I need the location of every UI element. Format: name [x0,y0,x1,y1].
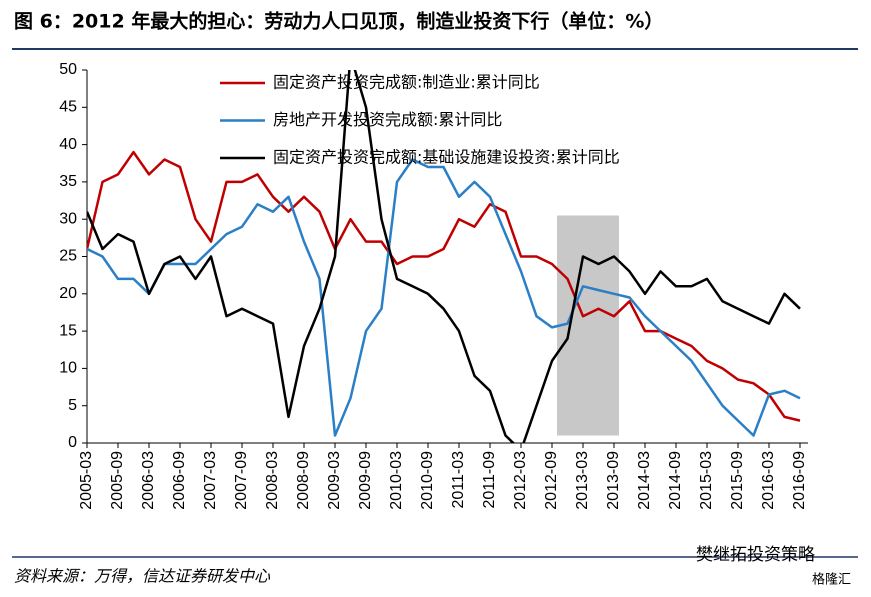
x-tick-label: 2014-03 [636,451,653,510]
y-tick-label: 20 [59,285,77,302]
y-tick-label: 25 [59,248,77,265]
x-tick-label: 2006-03 [140,451,157,510]
x-tick-label: 2005-09 [109,451,126,510]
x-tick-label: 2009-09 [357,451,374,510]
series-line [87,158,801,437]
x-tick-label: 2013-03 [574,451,591,510]
x-tick-label: 2012-09 [543,451,560,510]
x-tick-label: 2015-09 [729,451,746,510]
x-tick-label: 2012-03 [512,451,529,510]
x-tick-label: 2011-03 [450,451,467,509]
x-tick-label: 2016-09 [791,451,808,510]
series-line [87,150,801,422]
source: 资料来源：万得，信达证券研发中心 [14,567,271,586]
x-tick-label: 2008-09 [295,451,312,510]
x-tick-label: 2005-03 [78,451,95,510]
x-tick-label: 2007-09 [233,451,250,510]
x-tick-label: 2010-09 [419,451,436,510]
watermark: 樊继拓投资策略 [696,545,815,565]
y-tick-label: 5 [68,397,77,414]
x-tick-label: 2013-09 [605,451,622,510]
y-tick-label: 45 [59,99,77,116]
x-tick-label: 2007-03 [202,451,219,510]
y-tick-label: 15 [59,322,77,339]
x-tick-label: 2009-03 [326,451,343,510]
y-tick-label: 50 [59,61,77,78]
y-tick-label: 35 [59,173,77,190]
x-tick-label: 2006-09 [171,451,188,510]
series-line [87,70,801,443]
x-tick-label: 2010-03 [388,451,405,510]
y-tick-label: 0 [68,434,77,451]
x-tick-label: 2011-09 [481,451,498,509]
y-tick-label: 40 [59,136,77,153]
highlight-band [557,215,619,436]
y-tick-label: 10 [59,360,77,377]
x-tick-label: 2015-03 [698,451,715,510]
x-tick-label: 2014-09 [667,451,684,510]
legend-label: 固定资产投资完成额:基础设施建设投资:累计同比 [273,148,620,167]
chart-title: 图 6：2012 年最大的担心：劳动力人口见顶，制造业投资下行（单位：%） [14,10,663,33]
legend-label: 固定资产投资完成额:制造业:累计同比 [273,73,540,92]
plot-area [87,70,801,443]
y-tick-label: 30 [59,210,77,227]
watermark: 格隆汇 [812,572,851,588]
x-tick-label: 2016-03 [760,451,777,510]
legend-label: 房地产开发投资完成额:累计同比 [273,110,502,129]
x-tick-label: 2008-03 [264,451,281,510]
